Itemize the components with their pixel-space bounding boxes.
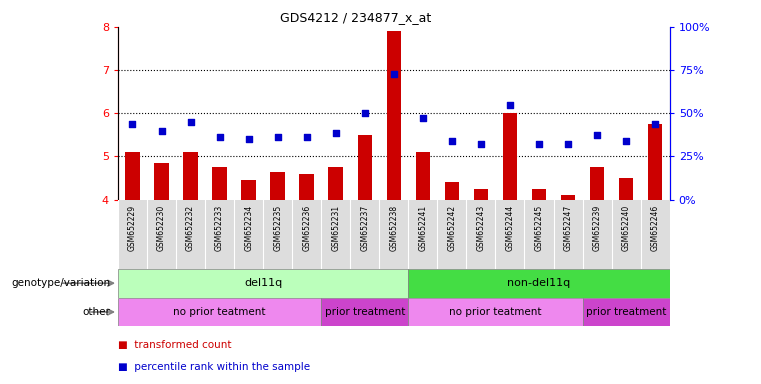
- Point: [649, 121, 661, 127]
- Bar: [409, 298, 583, 326]
- Bar: [648, 124, 662, 200]
- Point: [475, 141, 487, 147]
- Point: [591, 132, 603, 138]
- Point: [446, 138, 458, 144]
- Point: [417, 114, 429, 121]
- Bar: [183, 152, 198, 200]
- Point: [272, 134, 284, 140]
- Bar: [321, 298, 409, 326]
- Point: [184, 119, 196, 125]
- Bar: [409, 269, 670, 298]
- Text: ■  transformed count: ■ transformed count: [118, 340, 231, 350]
- Point: [504, 101, 516, 108]
- Bar: [416, 152, 430, 200]
- Text: GSM652234: GSM652234: [244, 205, 253, 252]
- Point: [358, 110, 371, 116]
- Text: del11q: del11q: [244, 278, 282, 288]
- Point: [330, 130, 342, 136]
- Text: GSM652229: GSM652229: [128, 205, 137, 252]
- Text: GSM652231: GSM652231: [331, 205, 340, 252]
- Point: [533, 141, 545, 147]
- Bar: [619, 178, 633, 200]
- Text: prior treatment: prior treatment: [325, 307, 405, 317]
- Bar: [299, 174, 314, 200]
- Text: GSM652232: GSM652232: [186, 205, 195, 252]
- Bar: [154, 163, 169, 200]
- Bar: [503, 113, 517, 200]
- Bar: [583, 298, 670, 326]
- Bar: [126, 152, 140, 200]
- Text: GSM652237: GSM652237: [360, 205, 369, 252]
- Point: [126, 121, 139, 127]
- Bar: [358, 135, 372, 200]
- Bar: [561, 195, 575, 200]
- Point: [562, 141, 574, 147]
- Text: non-del11q: non-del11q: [508, 278, 571, 288]
- Bar: [532, 189, 546, 200]
- Text: GSM652244: GSM652244: [505, 205, 514, 252]
- Text: GSM652235: GSM652235: [273, 205, 282, 252]
- Bar: [329, 167, 343, 200]
- Text: no prior teatment: no prior teatment: [449, 307, 542, 317]
- Point: [301, 134, 313, 140]
- Title: GDS4212 / 234877_x_at: GDS4212 / 234877_x_at: [279, 11, 431, 24]
- Text: GSM652236: GSM652236: [302, 205, 311, 252]
- Point: [243, 136, 255, 142]
- Text: GSM652238: GSM652238: [390, 205, 398, 252]
- Text: GSM652239: GSM652239: [593, 205, 602, 252]
- Text: GSM652243: GSM652243: [476, 205, 486, 252]
- Text: GSM652241: GSM652241: [419, 205, 428, 252]
- Bar: [444, 182, 459, 200]
- Text: GSM652247: GSM652247: [564, 205, 572, 252]
- Point: [155, 127, 167, 134]
- Bar: [387, 31, 401, 200]
- Bar: [270, 172, 285, 200]
- Point: [387, 71, 400, 78]
- Text: GSM652240: GSM652240: [622, 205, 631, 252]
- Text: genotype/variation: genotype/variation: [11, 278, 110, 288]
- Bar: [118, 269, 409, 298]
- Text: GSM652230: GSM652230: [157, 205, 166, 252]
- Text: GSM652245: GSM652245: [534, 205, 543, 252]
- Text: GSM652242: GSM652242: [447, 205, 457, 252]
- Point: [214, 134, 226, 140]
- Bar: [118, 298, 321, 326]
- Text: GSM652246: GSM652246: [651, 205, 660, 252]
- Point: [620, 138, 632, 144]
- Text: prior treatment: prior treatment: [586, 307, 667, 317]
- Text: no prior teatment: no prior teatment: [174, 307, 266, 317]
- Text: GSM652233: GSM652233: [215, 205, 224, 252]
- Text: ■  percentile rank within the sample: ■ percentile rank within the sample: [118, 362, 310, 372]
- Bar: [212, 167, 227, 200]
- Bar: [590, 167, 604, 200]
- Text: other: other: [82, 307, 110, 317]
- Bar: [241, 180, 256, 200]
- Bar: [473, 189, 489, 200]
